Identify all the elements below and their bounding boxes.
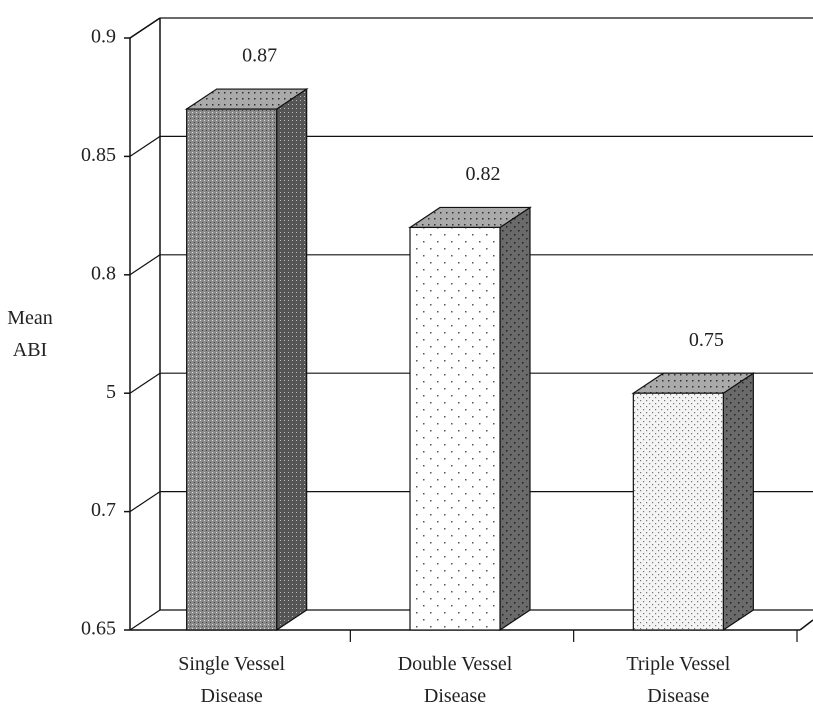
- bar: [184, 87, 309, 632]
- data-label: 0.82: [466, 163, 501, 185]
- bar-side: [722, 372, 754, 632]
- data-label: 0.87: [242, 45, 277, 67]
- y-tick-label: 0.9: [91, 26, 116, 48]
- grid-line: [129, 609, 161, 631]
- x-tick-label: Triple Vessel Disease: [626, 653, 731, 707]
- grid-line: [129, 372, 161, 394]
- y-axis-label: Mean ABI: [7, 307, 53, 361]
- bar-side: [499, 206, 531, 632]
- y-tick-label: 0.7: [91, 499, 116, 521]
- bar-front: [409, 226, 501, 631]
- y-tick-label: 0.8: [91, 262, 116, 284]
- bar-front: [186, 108, 278, 631]
- bar-front: [632, 392, 724, 631]
- x-tick-label: Double Vessel Disease: [397, 653, 513, 707]
- bar: [408, 206, 532, 632]
- y-tick-label: 0.85: [81, 144, 116, 166]
- floor-edge: [799, 619, 813, 631]
- grid-line: [129, 491, 161, 513]
- grid-line: [129, 254, 161, 276]
- y-tick-label: 5: [106, 381, 116, 403]
- grid-line: [129, 17, 161, 39]
- grid-line: [129, 135, 161, 157]
- bar-side: [276, 87, 308, 632]
- y-tick-label: 0.65: [81, 618, 116, 640]
- bar: [631, 372, 756, 632]
- data-label: 0.75: [689, 329, 724, 351]
- x-tick-label: Single Vessel Disease: [178, 653, 286, 707]
